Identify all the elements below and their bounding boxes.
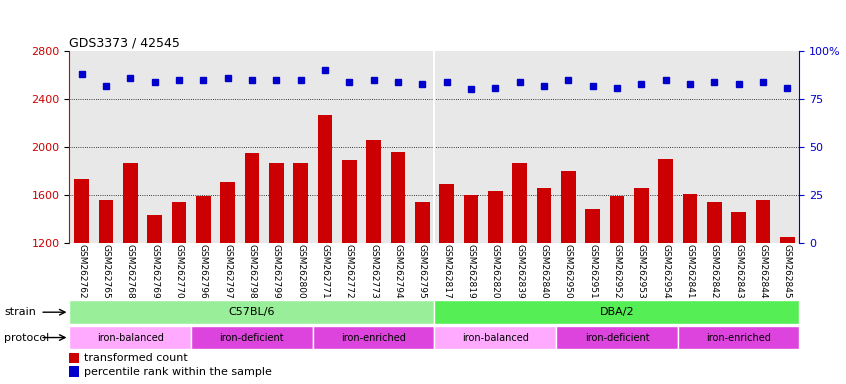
Text: GSM262772: GSM262772 [344, 244, 354, 299]
Bar [634, 188, 649, 384]
Text: GSM262950: GSM262950 [563, 244, 573, 299]
Text: GSM262843: GSM262843 [734, 244, 743, 299]
Text: iron-balanced: iron-balanced [462, 333, 529, 343]
Bar [69, 300, 434, 324]
Bar [464, 195, 478, 384]
Bar [313, 326, 434, 349]
Text: GSM262840: GSM262840 [540, 244, 548, 299]
Text: GSM262839: GSM262839 [515, 244, 525, 299]
Bar [196, 196, 211, 384]
Bar [366, 140, 381, 384]
Text: percentile rank within the sample: percentile rank within the sample [84, 367, 272, 377]
Bar [755, 200, 770, 384]
Bar [683, 194, 697, 384]
Bar [99, 200, 113, 384]
Bar [780, 237, 794, 384]
Bar [220, 182, 235, 384]
Text: GSM262768: GSM262768 [126, 244, 135, 299]
Text: protocol: protocol [4, 333, 49, 343]
Text: GSM262797: GSM262797 [223, 244, 232, 299]
Text: iron-enriched: iron-enriched [706, 333, 771, 343]
Text: GDS3373 / 42545: GDS3373 / 42545 [69, 37, 180, 50]
Bar [342, 160, 356, 384]
Text: iron-enriched: iron-enriched [341, 333, 406, 343]
Bar [556, 326, 678, 349]
Bar [69, 326, 191, 349]
Bar [658, 159, 673, 384]
Text: iron-deficient: iron-deficient [585, 333, 649, 343]
Text: iron-deficient: iron-deficient [220, 333, 284, 343]
Text: GSM262798: GSM262798 [247, 244, 256, 299]
Text: GSM262841: GSM262841 [685, 244, 695, 299]
Text: transformed count: transformed count [84, 353, 188, 363]
Bar [731, 212, 746, 384]
Bar [294, 163, 308, 384]
Text: GSM262952: GSM262952 [613, 244, 622, 299]
Text: DBA/2: DBA/2 [600, 307, 634, 317]
Text: GSM262819: GSM262819 [466, 244, 475, 299]
Bar [513, 163, 527, 384]
Text: strain: strain [4, 307, 36, 317]
Text: GSM262795: GSM262795 [418, 244, 426, 299]
Text: GSM262765: GSM262765 [102, 244, 110, 299]
Text: GSM262951: GSM262951 [588, 244, 597, 299]
Bar [172, 202, 186, 384]
Bar [415, 202, 430, 384]
Text: GSM262794: GSM262794 [393, 244, 403, 299]
Bar [439, 184, 454, 384]
Text: iron-balanced: iron-balanced [96, 333, 163, 343]
Bar [191, 326, 313, 349]
Text: GSM262800: GSM262800 [296, 244, 305, 299]
Bar [536, 188, 552, 384]
Bar [678, 326, 799, 349]
Bar [707, 202, 722, 384]
Bar [585, 210, 600, 384]
Text: GSM262954: GSM262954 [661, 244, 670, 299]
Bar [269, 163, 283, 384]
Bar [244, 153, 259, 384]
Bar [74, 179, 89, 384]
Text: GSM262769: GSM262769 [150, 244, 159, 299]
Bar [391, 152, 405, 384]
Text: GSM262845: GSM262845 [783, 244, 792, 299]
Bar [147, 215, 162, 384]
Text: GSM262770: GSM262770 [174, 244, 184, 299]
Text: GSM262771: GSM262771 [321, 244, 329, 299]
Text: C57BL/6: C57BL/6 [228, 307, 275, 317]
Bar [317, 115, 332, 384]
Bar [488, 192, 503, 384]
Text: GSM262953: GSM262953 [637, 244, 645, 299]
Text: GSM262844: GSM262844 [759, 244, 767, 299]
Bar [434, 300, 799, 324]
Text: GSM262799: GSM262799 [272, 244, 281, 299]
Bar [610, 196, 624, 384]
Bar [69, 366, 79, 377]
Text: GSM262820: GSM262820 [491, 244, 500, 299]
Text: GSM262773: GSM262773 [369, 244, 378, 299]
Text: GSM262817: GSM262817 [442, 244, 451, 299]
Text: GSM262842: GSM262842 [710, 244, 719, 299]
Bar [69, 353, 79, 363]
Bar [123, 163, 138, 384]
Bar [561, 171, 575, 384]
Text: GSM262762: GSM262762 [77, 244, 86, 299]
Text: GSM262796: GSM262796 [199, 244, 208, 299]
Bar [434, 326, 556, 349]
